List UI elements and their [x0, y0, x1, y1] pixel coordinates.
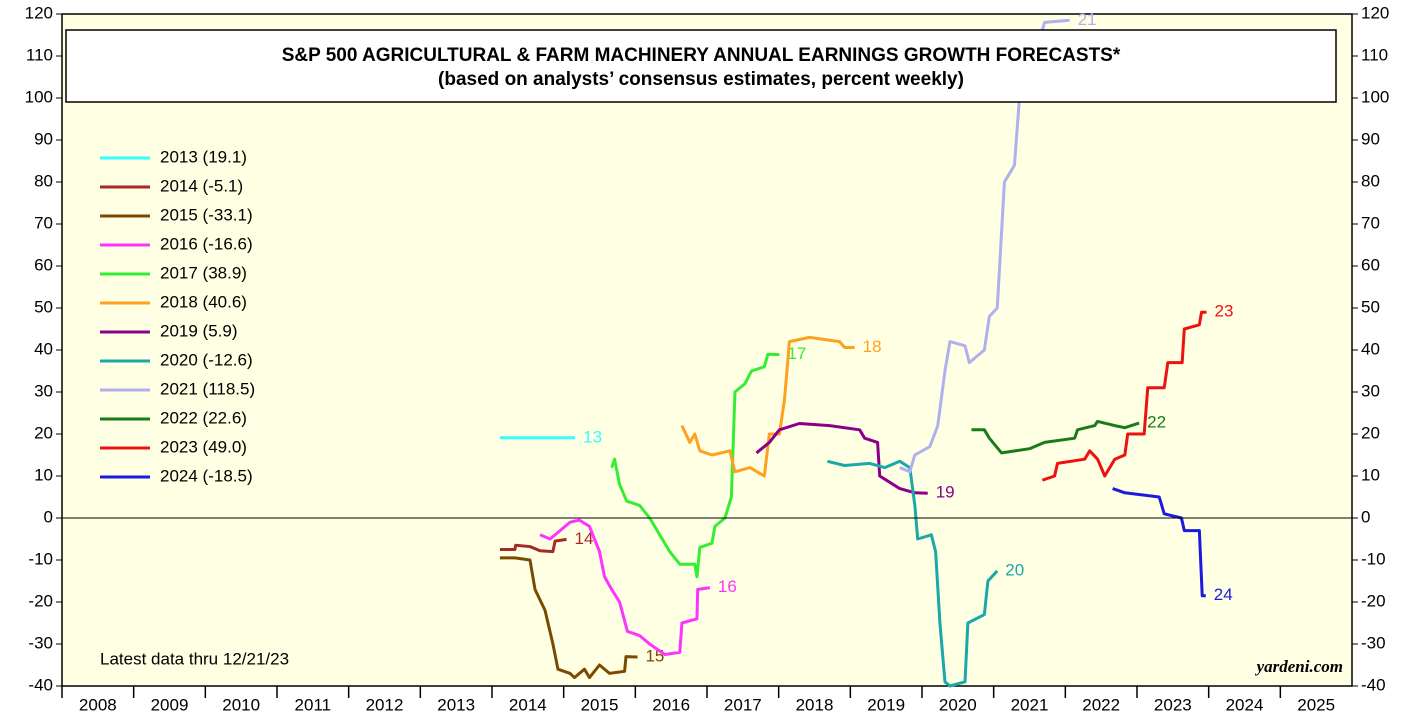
series-end-label: 17 — [787, 344, 806, 363]
series-line — [539, 518, 711, 656]
y2-tick-label: 10 — [1361, 465, 1380, 484]
x-tick-label: 2017 — [724, 695, 762, 714]
y-tick-label: 20 — [34, 423, 53, 442]
y2-tick-label: 90 — [1361, 129, 1380, 148]
y2-tick-label: -30 — [1361, 633, 1386, 652]
y-tick-label: 120 — [25, 3, 53, 22]
series-line — [1041, 310, 1207, 482]
legend-label: 2021 (118.5) — [160, 379, 255, 398]
x-tick-label: 2010 — [222, 695, 260, 714]
annotation: Latest data thru 12/21/23 — [100, 649, 289, 668]
series-end-label: 23 — [1215, 302, 1234, 321]
title-box — [65, 29, 1337, 103]
x-tick-label: 2013 — [437, 695, 475, 714]
series-end-label: 21 — [1078, 10, 1097, 29]
legend-label: 2017 (38.9) — [160, 263, 247, 282]
y2-tick-label: 100 — [1361, 87, 1389, 106]
legend-label: 2020 (-12.6) — [160, 350, 253, 369]
y-tick-label: 50 — [34, 297, 53, 316]
series-end-label: 14 — [575, 529, 594, 548]
y-tick-label: 40 — [34, 339, 53, 358]
series-line — [610, 352, 780, 579]
legend-label: 2014 (-5.1) — [160, 176, 243, 195]
x-tick-label: 2021 — [1011, 695, 1049, 714]
series-line — [971, 419, 1140, 455]
legend-label: 2022 (22.6) — [160, 408, 247, 427]
y-tick-label: 100 — [25, 87, 53, 106]
y-tick-label: 70 — [34, 213, 53, 232]
x-tick-label: 2023 — [1154, 695, 1192, 714]
series-end-label: 16 — [718, 577, 737, 596]
x-tick-label: 2008 — [79, 695, 117, 714]
y2-tick-label: 60 — [1361, 255, 1380, 274]
y2-tick-label: 110 — [1361, 45, 1388, 64]
y-tick-label: -10 — [28, 549, 53, 568]
x-tick-label: 2011 — [295, 695, 332, 714]
legend-label: 2016 (-16.6) — [160, 234, 253, 253]
y2-tick-label: 70 — [1361, 213, 1380, 232]
chart-title: S&P 500 AGRICULTURAL & FARM MACHINERY AN… — [282, 45, 1121, 66]
x-tick-label: 2025 — [1297, 695, 1335, 714]
legend-label: 2018 (40.6) — [160, 292, 247, 311]
y-tick-label: 30 — [34, 381, 53, 400]
series-end-label: 19 — [936, 483, 955, 502]
series-line — [755, 422, 928, 495]
x-tick-label: 2014 — [509, 695, 547, 714]
y2-tick-label: -20 — [1361, 591, 1386, 610]
x-tick-label: 2020 — [939, 695, 977, 714]
legend-label: 2015 (-33.1) — [160, 205, 253, 224]
y2-tick-label: 0 — [1361, 507, 1370, 526]
series-line — [499, 537, 567, 554]
y2-tick-label: 40 — [1361, 339, 1380, 358]
series-line — [827, 459, 999, 688]
y-tick-label: 90 — [34, 129, 53, 148]
y2-tick-label: 120 — [1361, 3, 1389, 22]
series-end-label: 22 — [1147, 413, 1166, 432]
y2-tick-label: -10 — [1361, 549, 1386, 568]
y-tick-label: 60 — [34, 255, 53, 274]
x-tick-label: 2012 — [366, 695, 404, 714]
x-tick-label: 2016 — [652, 695, 690, 714]
y-tick-label: 10 — [34, 465, 53, 484]
y2-tick-label: 30 — [1361, 381, 1380, 400]
x-tick-label: 2019 — [867, 695, 905, 714]
legend-label: 2013 (19.1) — [160, 147, 247, 166]
y2-tick-label: 80 — [1361, 171, 1380, 190]
plot-area — [61, 13, 1353, 687]
series-line — [680, 335, 855, 478]
x-tick-label: 2015 — [581, 695, 619, 714]
legend-label: 2023 (49.0) — [160, 437, 247, 456]
x-tick-label: 2022 — [1082, 695, 1120, 714]
series-end-label: 20 — [1005, 560, 1024, 579]
series-end-label: 13 — [583, 427, 602, 446]
y-tick-label: 80 — [34, 171, 53, 190]
x-tick-label: 2009 — [151, 695, 189, 714]
x-tick-label: 2018 — [796, 695, 834, 714]
y-tick-label: -20 — [28, 591, 53, 610]
y-tick-label: 110 — [26, 45, 53, 64]
legend-label: 2024 (-18.5) — [160, 466, 253, 485]
source: yardeni.com — [1255, 657, 1343, 676]
y2-tick-label: 50 — [1361, 297, 1380, 316]
y-tick-label: -40 — [28, 675, 53, 694]
y-tick-label: -30 — [28, 633, 53, 652]
series-end-label: 18 — [863, 337, 882, 356]
y-tick-label: 0 — [44, 507, 53, 526]
legend-label: 2019 (5.9) — [160, 321, 238, 340]
series-line — [499, 556, 638, 680]
chart-subtitle: (based on analysts’ consensus estimates,… — [438, 69, 964, 90]
y2-tick-label: 20 — [1361, 423, 1380, 442]
series-end-label: 24 — [1214, 585, 1233, 604]
y2-tick-label: -40 — [1361, 675, 1386, 694]
x-tick-label: 2024 — [1226, 695, 1264, 714]
